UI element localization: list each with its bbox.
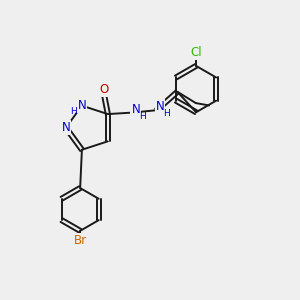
Text: H: H [139,112,146,121]
Text: O: O [100,82,109,96]
Text: Br: Br [74,234,87,247]
Text: N: N [131,103,140,116]
Text: H: H [70,106,77,116]
Text: N: N [61,121,70,134]
Text: H: H [164,109,170,118]
Text: Cl: Cl [190,46,202,59]
Text: N: N [77,99,86,112]
Text: N: N [156,100,164,113]
